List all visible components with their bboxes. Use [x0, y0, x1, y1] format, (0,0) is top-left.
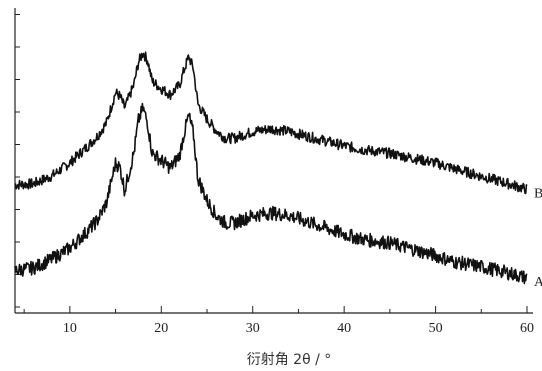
x-tick-label: 50: [429, 321, 443, 336]
series-layer: [14, 51, 528, 285]
x-tick-label: 40: [337, 321, 351, 336]
series-line-B: [14, 51, 528, 195]
x-axis-title: 衍射角 2θ / °: [247, 352, 332, 368]
x-tick-label: 30: [246, 321, 260, 336]
labels-layer: 10 20 30 40 50 60 衍射角 2θ / ° B A: [63, 187, 542, 369]
x-tick-label: 60: [520, 321, 534, 336]
series-label-B: B: [534, 187, 542, 202]
series-label-A: A: [534, 275, 542, 290]
x-tick-label: 20: [154, 321, 168, 336]
x-tick-label: 10: [63, 321, 77, 336]
series-line-A: [14, 102, 528, 285]
axes-frame: [14, 8, 533, 314]
